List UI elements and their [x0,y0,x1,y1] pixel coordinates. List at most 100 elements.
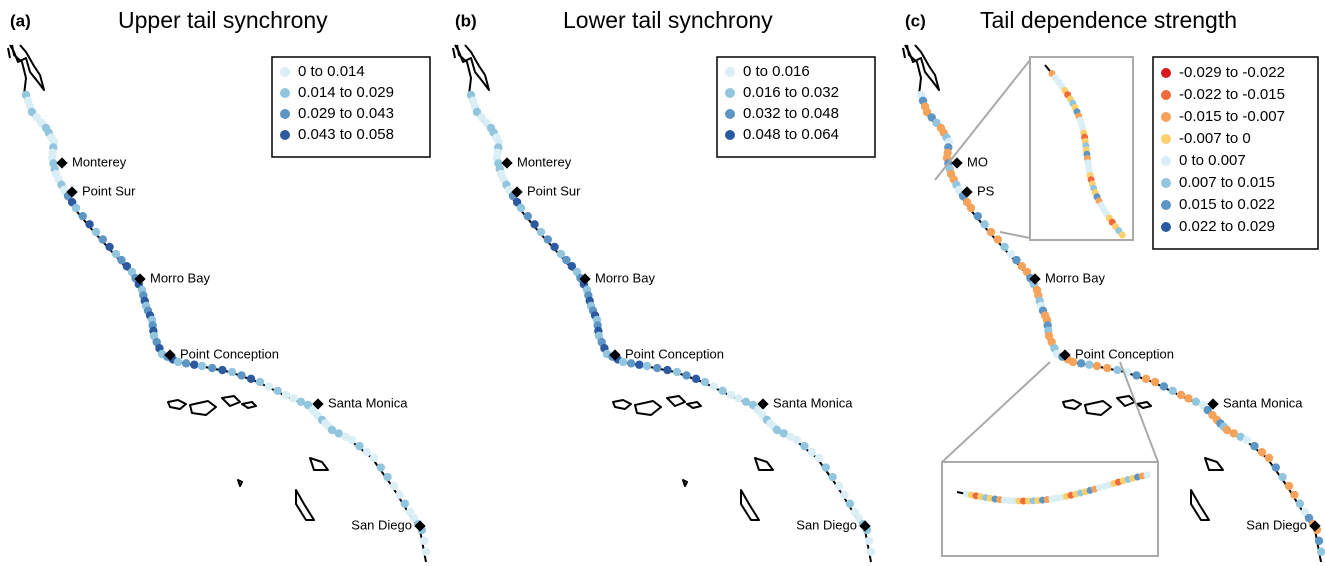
place-label: Point Conception [1075,346,1174,361]
site-dot [626,359,636,368]
panel-title: Upper tail synchrony [118,7,328,33]
island [221,395,241,407]
place-label: Point Conception [180,346,279,361]
inset-dot [1143,471,1151,479]
legend-label: 0.048 to 0.064 [743,126,839,143]
site-dot [227,367,237,377]
panel-title: Lower tail synchrony [563,7,773,33]
legend-box [1152,56,1319,250]
island [1204,457,1224,471]
site-dot [572,267,582,277]
site-dot [1176,390,1186,400]
island [754,457,774,471]
site-dot [973,211,982,221]
site-dot [400,499,410,508]
site-dot [237,371,246,380]
site-dot [618,357,628,367]
site-dot [1132,371,1141,380]
site-dot [327,425,337,435]
site-dot [218,365,227,375]
site-dot [85,220,94,229]
site-dot [347,435,357,445]
site-dot [1236,432,1245,441]
site-dot [1113,365,1122,375]
site-dot [1316,547,1325,556]
site-dot [1314,536,1324,546]
site-dot [421,547,431,556]
panel-label: (b) [455,11,477,30]
legend-swatch [725,130,735,140]
legend-swatch [1161,156,1171,166]
legend-label: 0.043 to 0.058 [298,126,394,143]
site-dot [1191,397,1201,406]
place-label: Point Sur [527,183,581,198]
site-dot [1141,374,1151,383]
site-dot [1068,357,1078,367]
site-dot [1150,377,1160,387]
legend-label: -0.022 to -0.015 [1179,86,1285,103]
island [740,489,760,521]
site-dot [1300,507,1310,517]
site-dot [355,441,364,451]
site-dot [369,453,379,463]
site-dot [993,235,1002,244]
place-label: Point Conception [625,346,724,361]
inset-connector [941,361,1051,463]
place-marker [164,349,176,361]
legend-box [716,56,876,158]
site-dot [477,113,486,122]
place-marker [579,273,591,285]
site-dot [927,113,936,122]
place-label: San Diego [351,517,412,532]
panel-label: (c) [905,11,926,30]
place-label: San Diego [796,517,857,532]
island [1190,489,1210,521]
site-dot [264,382,274,391]
site-dot [405,507,415,517]
legend-label: 0.015 to 0.022 [1179,196,1275,213]
legend-swatch [280,109,290,119]
island [634,400,662,416]
island [309,457,329,471]
island [167,399,187,410]
site-dot [845,499,855,508]
legend-swatch [1161,90,1171,100]
place-marker [134,273,146,285]
legend-label: 0 to 0.016 [743,63,810,80]
site-dot [866,547,876,556]
site-dot [127,267,137,277]
site-dot [197,361,207,371]
place-label: Morro Bay [150,270,210,285]
island [241,401,257,409]
site-dot [419,536,429,546]
site-dot [1222,425,1232,435]
site-dot [1103,363,1112,373]
site-dot [173,357,183,367]
site-dot [1022,267,1032,277]
site-dot [543,235,552,244]
site-dot [800,441,809,451]
place-marker [1059,349,1071,361]
site-dot [523,211,532,221]
place-label: MO [967,154,988,169]
legend-label: -0.007 to 0 [1179,130,1251,147]
site-dot [376,463,385,472]
site-dot [395,490,404,500]
site-dot [779,429,788,438]
legend-swatch [1161,134,1171,144]
site-dot [334,429,343,438]
island [612,399,632,410]
inset-connector [1119,361,1159,463]
site-dot [663,365,672,375]
site-dot [530,220,539,229]
site-dot [181,359,191,368]
place-label: Santa Monica [773,395,853,410]
legend-label: 0.016 to 0.032 [743,84,839,101]
legend-label: 0.014 to 0.029 [298,84,394,101]
site-dot [653,363,662,373]
legend-swatch [725,67,735,77]
legend-swatch [280,130,290,140]
site-dot [1295,499,1305,508]
site-dot [1250,441,1259,451]
